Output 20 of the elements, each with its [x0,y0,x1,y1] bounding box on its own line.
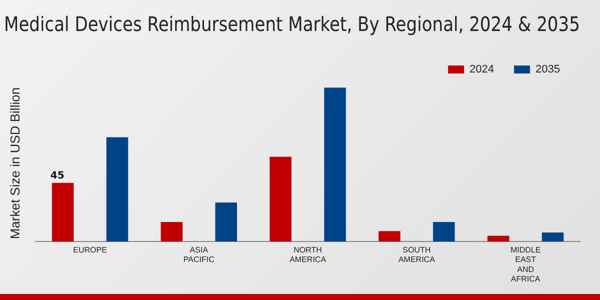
x-tick-label: SOUTH AMERICA [398,246,436,264]
bar [378,231,400,242]
chart-title: Medical Devices Reimbursement Market, By Regional, 2024 & 2035 [4,14,580,37]
x-tick-label: EUROPE [73,246,107,255]
x-tick-label: ASIA PACIFIC [183,246,215,264]
legend-label: 2024 [470,64,494,76]
bar [542,232,564,242]
bar [324,88,346,242]
legend-label: 2035 [536,64,560,76]
bar [106,137,128,242]
bar [433,222,455,242]
bar [160,222,183,242]
data-label: 45 [50,170,64,182]
bar [215,202,238,242]
x-tick-label: MIDDLE EAST AND AFRICA [510,246,541,284]
bar [52,182,74,242]
x-tick-label: NORTH AMERICA [290,246,327,264]
bar [487,236,510,242]
y-axis-title: Market Size in USD Billion [7,87,22,240]
bar [270,156,292,242]
